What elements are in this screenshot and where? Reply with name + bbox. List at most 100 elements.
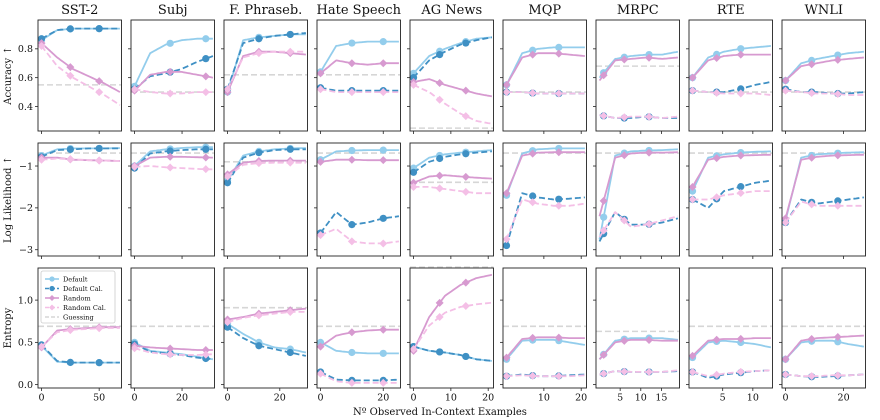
panel-8-ent — [779, 267, 866, 391]
series-marker-random — [781, 76, 790, 85]
series-marker-random-cal — [201, 165, 210, 174]
series-line-random-cal — [505, 198, 585, 240]
series-line-default-cal — [598, 211, 679, 242]
legend-swatch-marker — [49, 295, 55, 301]
series-line-default — [505, 147, 585, 196]
series-marker-random-cal — [379, 378, 388, 387]
series-line-random-cal — [599, 114, 678, 119]
series-marker-default — [316, 338, 325, 346]
series-marker-default-cal — [95, 359, 103, 367]
series-marker-random — [645, 53, 654, 62]
legend — [40, 270, 116, 324]
series-marker-random-cal — [736, 89, 745, 98]
series-line-default-cal — [692, 81, 772, 93]
series-marker-random — [645, 148, 654, 157]
series-line-default-cal — [319, 211, 400, 234]
series-marker-default-cal — [737, 85, 745, 93]
series-marker-default-cal — [409, 74, 418, 82]
series-line-random-cal — [506, 91, 585, 95]
series-marker-random-cal — [620, 216, 629, 225]
panel-frame — [223, 142, 308, 257]
series-line-random-cal — [785, 373, 864, 378]
legend-label: Default — [63, 275, 88, 283]
series-marker-random-cal — [316, 369, 325, 378]
panel-6-ent — [593, 267, 680, 391]
panel-frame — [781, 19, 866, 132]
series-marker-random — [502, 353, 511, 362]
series-marker-default-cal — [436, 50, 444, 59]
series-line-default — [784, 151, 864, 221]
series-marker-random-cal — [316, 85, 325, 94]
panel-7-acc — [686, 19, 773, 134]
series-marker-default-cal — [502, 241, 511, 250]
panel-frame — [130, 19, 215, 132]
y-tick-label: 0.6 — [18, 73, 33, 84]
series-marker-random-cal — [95, 156, 104, 165]
series-marker-random-cal — [599, 226, 608, 235]
x-tick-label: 20 — [482, 393, 494, 404]
series-line-default-cal — [784, 196, 865, 224]
series-marker-default-cal — [379, 214, 387, 222]
series-marker-default-cal — [462, 150, 470, 158]
series-marker-random-cal — [502, 88, 511, 97]
series-marker-random-cal — [620, 113, 629, 122]
series-line-default — [784, 339, 865, 360]
series-line-random — [598, 151, 678, 217]
series-line-random — [320, 158, 399, 163]
series-line-default — [413, 149, 492, 169]
series-line-default-cal — [692, 179, 771, 209]
series-marker-default-cal — [255, 342, 263, 350]
legend-label: Guessing — [63, 313, 95, 321]
series-marker-default-cal — [166, 147, 174, 155]
series-marker-random — [66, 63, 75, 72]
series-line-random — [784, 153, 864, 219]
x-tick-label: 0 — [411, 393, 417, 404]
series-marker-random — [599, 350, 608, 359]
series-marker-random-cal — [435, 313, 444, 322]
series-marker-default — [166, 39, 174, 47]
series-marker-random — [435, 298, 444, 307]
series-line-default-cal — [41, 27, 120, 40]
series-marker-random-cal — [286, 158, 295, 167]
series-marker-random-cal — [409, 182, 418, 191]
series-marker-random — [201, 345, 210, 354]
series-marker-random — [781, 355, 790, 364]
series-marker-random-cal — [379, 239, 388, 248]
x-tick-label: 20 — [838, 393, 850, 404]
series-marker-random-cal — [688, 86, 697, 95]
series-marker-random-cal — [807, 372, 816, 381]
panel-title-mrpc: MRPC — [617, 3, 659, 18]
panel-7-ent — [686, 267, 773, 391]
series-line-default-cal — [320, 86, 399, 92]
series-marker-default-cal — [462, 352, 470, 361]
x-tick-label: 5 — [720, 393, 726, 404]
panel-title-subj: Subj — [158, 3, 188, 18]
series-marker-default — [379, 38, 387, 46]
series-marker-default — [348, 146, 356, 155]
y-tick-label: −2 — [19, 203, 33, 214]
series-marker-random — [379, 325, 388, 334]
panel-6-acc — [593, 19, 680, 134]
series-marker-random — [166, 67, 175, 76]
series-marker-default — [529, 46, 537, 54]
y-axis-label-accuracy: Accuracy ↑ — [3, 46, 14, 105]
series-marker-random-cal — [833, 371, 842, 380]
series-marker-random-cal — [316, 231, 325, 240]
series-marker-default — [688, 187, 697, 195]
series-marker-default-cal — [348, 221, 356, 229]
series-line-random-cal — [506, 374, 585, 378]
panel-0-ll — [35, 142, 122, 259]
series-marker-random-cal — [688, 367, 697, 376]
legend-box — [40, 270, 116, 324]
series-line-random-cal — [413, 84, 493, 125]
panel-frame — [130, 142, 215, 257]
series-marker-random — [435, 171, 444, 180]
series-marker-random — [645, 335, 654, 344]
panel-frame — [223, 19, 308, 132]
series-marker-random-cal — [554, 201, 563, 210]
series-marker-default-cal — [66, 358, 74, 366]
series-marker-random — [599, 196, 608, 205]
series-line-random — [598, 56, 678, 82]
x-tick-label: 0 — [132, 393, 138, 404]
series-line-default-cal — [226, 32, 306, 90]
